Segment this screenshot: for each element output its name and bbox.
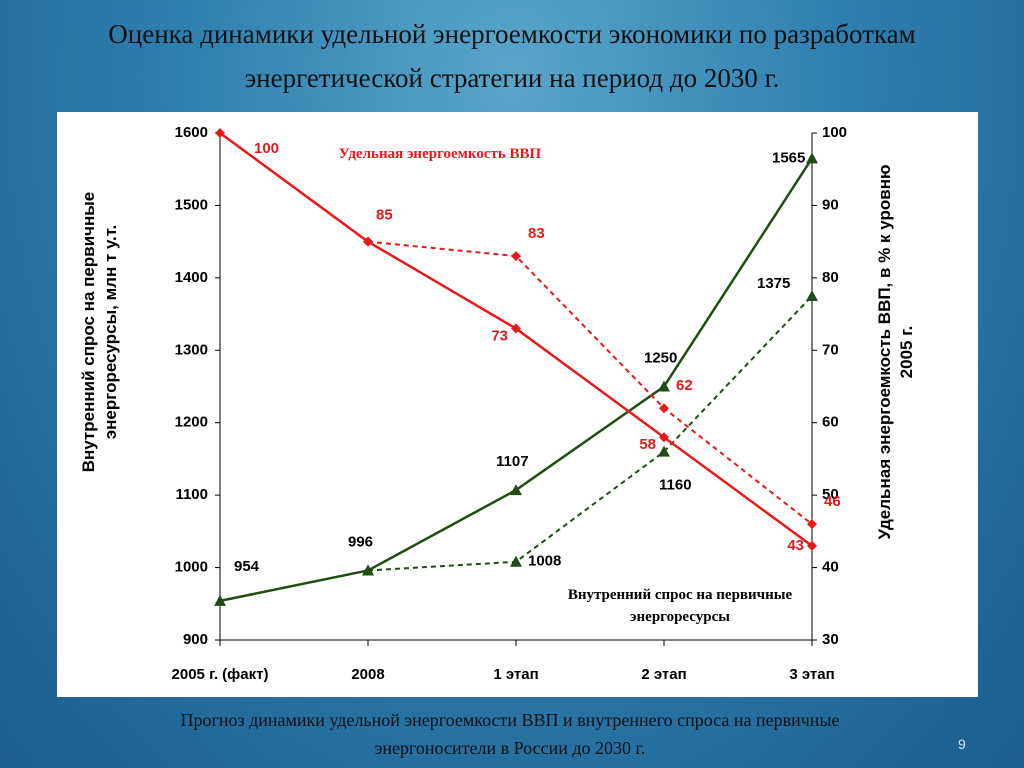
data-label: 1250 <box>644 349 677 366</box>
data-label: 1375 <box>757 275 790 292</box>
data-label: 85 <box>376 207 393 224</box>
y2-tick-label: 80 <box>822 269 839 286</box>
marker <box>214 594 226 606</box>
y2-tick-label: 100 <box>822 124 847 141</box>
marker <box>806 289 818 301</box>
data-label: 46 <box>824 493 841 510</box>
data-label: 43 <box>787 537 804 554</box>
x-tick-label: 1 этап <box>493 666 538 683</box>
y2-tick-label: 70 <box>822 341 839 358</box>
marker <box>510 555 522 567</box>
data-label: 1565 <box>772 149 805 166</box>
data-label: 73 <box>491 328 508 345</box>
data-label: 83 <box>528 225 545 242</box>
y2-tick-label: 30 <box>822 631 839 648</box>
marker <box>658 380 670 392</box>
y-tick-label: 1000 <box>175 559 208 576</box>
y2-tick-label: 40 <box>822 559 839 576</box>
y-tick-label: 1200 <box>175 414 208 431</box>
marker <box>807 540 817 551</box>
marker <box>511 323 521 334</box>
marker <box>659 403 669 414</box>
x-tick-label: 3 этап <box>789 666 834 683</box>
y-axis-label: Внутренний спрос на первичные энергоресу… <box>79 191 120 473</box>
series-annotation: Внутренний спрос на первичные энергоресу… <box>567 587 793 625</box>
data-label: 58 <box>639 436 656 453</box>
marker <box>806 152 818 164</box>
data-label: 1160 <box>659 477 692 494</box>
x-tick-label: 2 этап <box>641 666 686 683</box>
marker <box>510 484 522 496</box>
data-label: 1107 <box>496 453 529 470</box>
marker <box>362 564 374 576</box>
y2-tick-label: 50 <box>822 486 839 503</box>
x-tick-label: 2008 <box>351 666 384 683</box>
slide-title: Оценка динамики удельной энергоемкости э… <box>108 19 916 93</box>
marker <box>658 445 670 457</box>
data-label: 62 <box>676 377 693 394</box>
data-label: 1008 <box>528 553 561 570</box>
data-label: 954 <box>234 558 260 575</box>
data-label: 100 <box>254 140 279 157</box>
marker <box>215 128 225 138</box>
y2-tick-label: 60 <box>822 414 839 431</box>
data-label: 996 <box>348 533 373 550</box>
y2-tick-label: 90 <box>822 196 839 213</box>
series-line <box>367 240 813 525</box>
series-annotation: Удельная энергоемкость ВВП <box>338 146 542 162</box>
marker <box>363 236 373 247</box>
marker <box>511 251 521 262</box>
page-number: 9 <box>958 736 966 752</box>
y-tick-label: 1600 <box>175 124 208 141</box>
y-tick-label: 900 <box>183 631 208 648</box>
y2-axis-label: Удельная энергоемкость ВВП, в % к уровню… <box>875 164 916 540</box>
marker <box>659 432 669 443</box>
y-tick-label: 1100 <box>175 486 208 503</box>
caption: Прогноз динамики удельной энергоемкости … <box>180 710 840 758</box>
series-line <box>367 295 813 572</box>
y-tick-label: 1300 <box>175 341 208 358</box>
y-tick-label: 1400 <box>175 269 208 286</box>
chart-panel <box>57 112 978 697</box>
marker <box>807 519 817 530</box>
x-tick-label: 2005 г. (факт) <box>172 666 269 683</box>
y-tick-label: 1500 <box>175 196 208 213</box>
